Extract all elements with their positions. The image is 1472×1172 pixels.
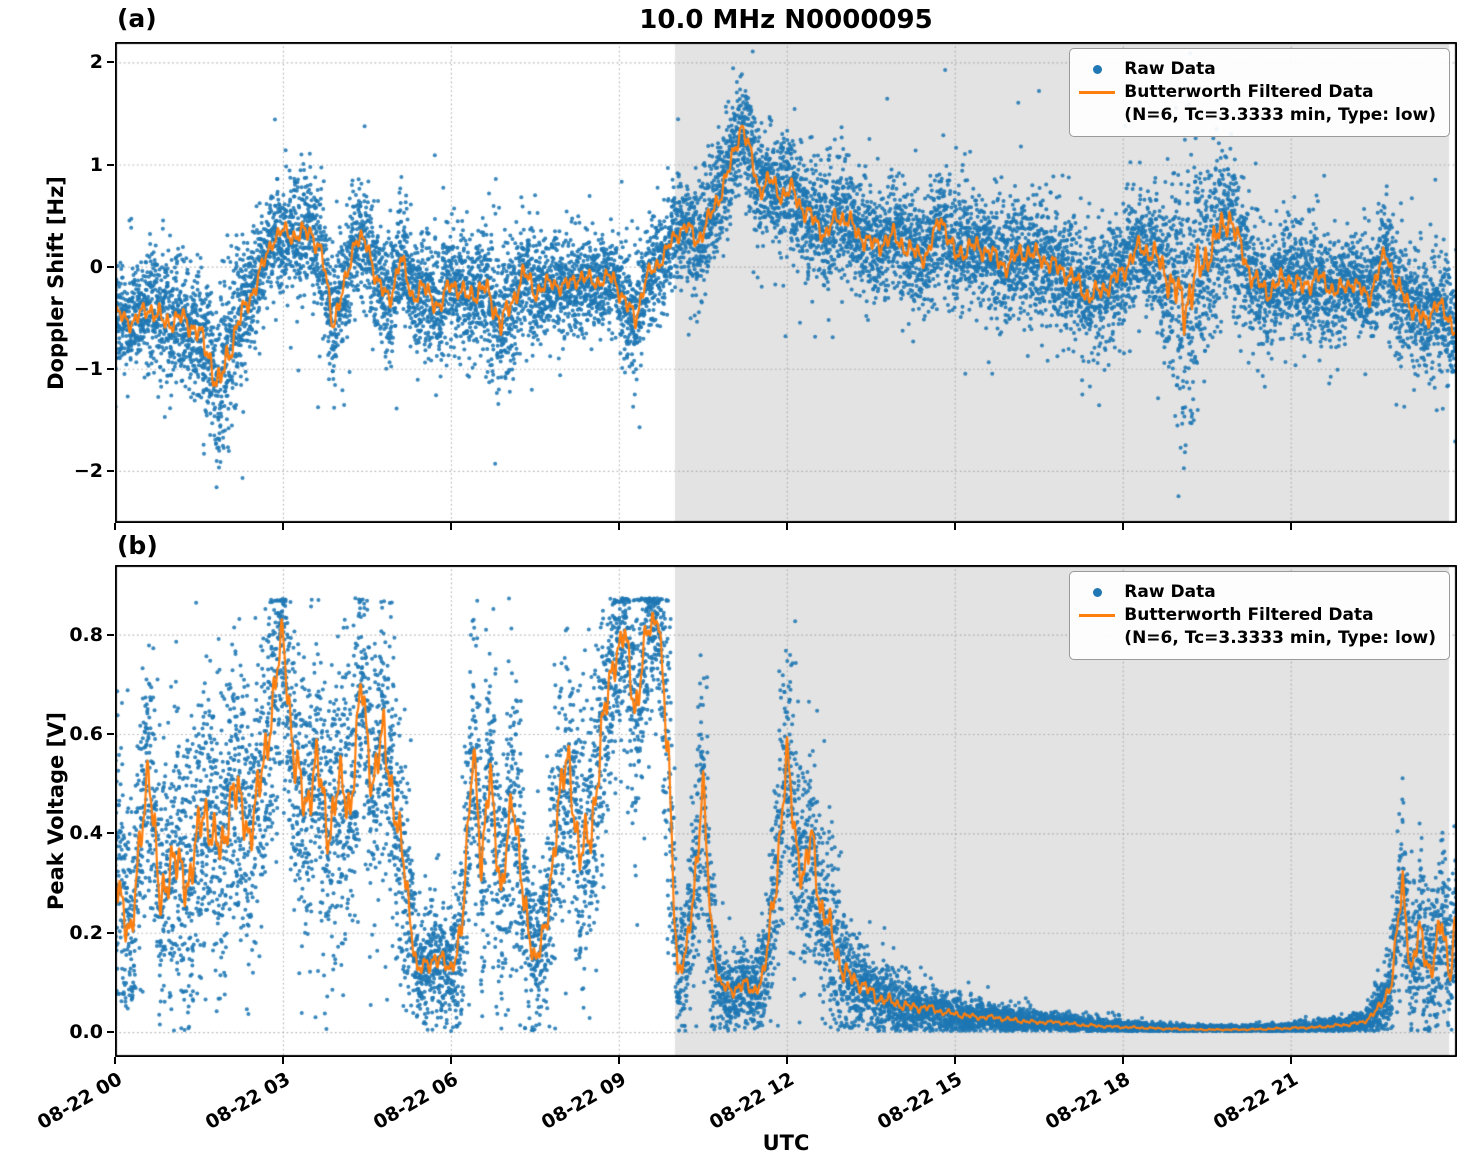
filtered-line-marker-icon (1079, 91, 1116, 95)
filtered-line-marker-icon (1079, 614, 1116, 618)
x-tick-mark (114, 1057, 116, 1064)
legend-filtered-label-line1: Butterworth Filtered Data (1124, 82, 1374, 103)
legend-raw-data-entry: Raw Data (1079, 581, 1436, 603)
y-tick-mark (107, 931, 114, 934)
x-tick-mark (281, 523, 284, 530)
x-tick-mark (449, 1057, 452, 1064)
y-tick-label: −2 (73, 459, 103, 482)
y-tick-mark (107, 367, 114, 370)
y-tick-label: 0.4 (69, 822, 103, 845)
legend-filtered-label-line2: (N=6, Tc=3.3333 min, Type: low) (1124, 627, 1436, 648)
y-tick-mark (107, 633, 114, 636)
y-tick-label: 2 (89, 51, 103, 74)
x-tick-mark (617, 523, 620, 530)
x-tick-mark (785, 523, 788, 530)
x-tick-mark (449, 523, 452, 530)
panel-b-legend: Raw Data Butterworth Filtered Data (N=6,… (1069, 571, 1450, 661)
y-tick-mark (107, 61, 114, 64)
y-tick-label: 0.8 (69, 623, 103, 646)
y-tick-label: −1 (73, 357, 103, 380)
legend-filtered-label-line1: Butterworth Filtered Data (1124, 605, 1374, 626)
x-tick-mark (281, 1057, 284, 1064)
x-tick-mark (1121, 523, 1124, 530)
x-tick-mark (953, 523, 956, 530)
x-tick-mark (785, 1057, 788, 1064)
panel-a-plot: Raw Data Butterworth Filtered Data (N=6,… (115, 42, 1457, 523)
y-tick-label: 0.0 (69, 1021, 103, 1044)
legend-filtered-label-line2: (N=6, Tc=3.3333 min, Type: low) (1124, 104, 1436, 125)
legend-filtered-data-entry: Butterworth Filtered Data (N=6, Tc=3.333… (1079, 81, 1436, 126)
x-tick-mark (114, 523, 116, 530)
y-tick-label: 1 (89, 153, 103, 176)
panel-b-plot: Raw Data Butterworth Filtered Data (N=6,… (115, 565, 1457, 1057)
x-axis-label: UTC (762, 1131, 810, 1155)
raw-data-marker-icon (1092, 587, 1102, 597)
panel-a-legend: Raw Data Butterworth Filtered Data (N=6,… (1069, 48, 1450, 138)
legend-raw-data-label: Raw Data (1124, 59, 1216, 79)
x-tick-mark (617, 1057, 620, 1064)
y-tick-mark (107, 265, 114, 268)
y-tick-mark (107, 163, 114, 166)
figure-title: 10.0 MHz N0000095 (639, 5, 933, 35)
legend-filtered-data-entry: Butterworth Filtered Data (N=6, Tc=3.333… (1079, 604, 1436, 649)
x-tick-mark (1289, 523, 1292, 530)
x-tick-mark (953, 1057, 956, 1064)
raw-data-marker-icon (1092, 64, 1102, 74)
y-tick-mark (107, 832, 114, 835)
legend-raw-data-label: Raw Data (1124, 582, 1216, 602)
legend-raw-data-entry: Raw Data (1079, 58, 1436, 80)
x-tick-mark (1289, 1057, 1292, 1064)
y-tick-mark (107, 469, 114, 472)
x-tick-mark (1121, 1057, 1124, 1064)
panel-b-label: (b) (117, 531, 158, 560)
panel-a-label: (a) (117, 4, 157, 33)
y-tick-label: 0.6 (69, 722, 103, 745)
y-tick-label: 0.2 (69, 921, 103, 944)
y-tick-mark (107, 1031, 114, 1034)
y-tick-mark (107, 732, 114, 735)
y-tick-label: 0 (89, 255, 103, 278)
x-tick-label: 08-22 00 (33, 1068, 126, 1134)
